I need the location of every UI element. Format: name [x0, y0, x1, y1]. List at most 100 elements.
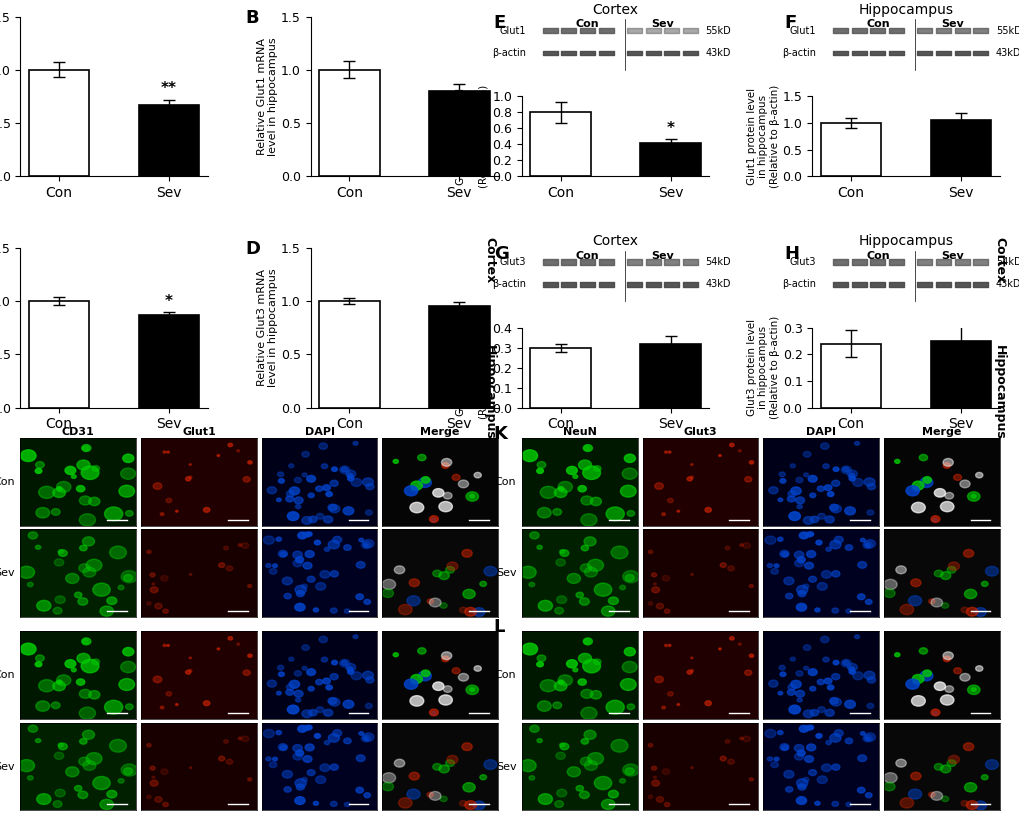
Circle shape [522, 450, 537, 461]
Circle shape [409, 579, 419, 586]
Circle shape [463, 590, 475, 599]
Circle shape [314, 540, 320, 545]
Circle shape [438, 695, 452, 705]
Circle shape [739, 543, 743, 547]
Circle shape [922, 476, 930, 483]
Circle shape [573, 668, 577, 672]
Circle shape [78, 564, 90, 572]
Circle shape [309, 710, 317, 716]
Title: Glut1: Glut1 [181, 428, 216, 437]
Circle shape [147, 743, 151, 747]
Circle shape [121, 764, 138, 776]
Circle shape [263, 536, 274, 544]
Bar [530, 347, 590, 408]
Circle shape [441, 463, 448, 468]
Circle shape [323, 710, 332, 716]
Circle shape [432, 489, 443, 497]
Text: K: K [492, 425, 506, 443]
Circle shape [83, 730, 95, 739]
Circle shape [469, 495, 474, 498]
Circle shape [228, 637, 232, 640]
Text: *: * [665, 122, 674, 136]
Circle shape [429, 709, 438, 716]
Circle shape [76, 485, 85, 492]
Text: 43kD: 43kD [995, 48, 1019, 58]
Circle shape [764, 729, 775, 738]
Circle shape [607, 791, 618, 798]
Title: DAPI: DAPI [805, 428, 836, 437]
Circle shape [847, 470, 857, 478]
Circle shape [803, 452, 810, 457]
Circle shape [189, 669, 192, 672]
Circle shape [984, 760, 998, 769]
Circle shape [473, 801, 484, 810]
Circle shape [566, 466, 577, 475]
Text: β-actin: β-actin [782, 280, 815, 289]
Y-axis label: Sev: Sev [495, 762, 516, 772]
Circle shape [804, 562, 813, 569]
Circle shape [307, 576, 315, 582]
Circle shape [557, 481, 572, 492]
Circle shape [37, 600, 51, 611]
Circle shape [922, 670, 930, 676]
Text: 43kD: 43kD [995, 280, 1019, 289]
Circle shape [661, 513, 664, 515]
Circle shape [248, 585, 252, 587]
Circle shape [331, 660, 337, 665]
Circle shape [278, 672, 284, 676]
Circle shape [941, 796, 948, 801]
Circle shape [959, 480, 969, 488]
Circle shape [780, 479, 785, 483]
Circle shape [537, 655, 545, 662]
Circle shape [538, 600, 552, 611]
Circle shape [559, 743, 565, 747]
Circle shape [83, 567, 96, 577]
Circle shape [651, 767, 656, 770]
Circle shape [53, 681, 65, 691]
Circle shape [931, 518, 936, 522]
Circle shape [777, 691, 782, 695]
Circle shape [817, 514, 824, 519]
Circle shape [153, 676, 162, 683]
Circle shape [833, 660, 839, 665]
Circle shape [320, 571, 329, 578]
Circle shape [863, 672, 874, 680]
Circle shape [328, 697, 336, 704]
Circle shape [610, 739, 628, 753]
Circle shape [55, 596, 65, 604]
Circle shape [842, 661, 848, 665]
Circle shape [864, 600, 871, 605]
Circle shape [345, 470, 356, 478]
Circle shape [303, 756, 312, 762]
Circle shape [822, 464, 828, 469]
Circle shape [863, 478, 874, 486]
Circle shape [857, 562, 866, 568]
Circle shape [429, 598, 440, 607]
Circle shape [382, 782, 393, 791]
Circle shape [556, 789, 567, 797]
Text: β-actin: β-actin [491, 280, 525, 289]
Circle shape [809, 516, 818, 523]
Circle shape [362, 478, 373, 486]
Circle shape [883, 782, 895, 791]
Circle shape [828, 504, 838, 511]
Circle shape [296, 698, 301, 702]
Circle shape [770, 762, 777, 767]
Circle shape [536, 662, 543, 667]
Circle shape [738, 450, 741, 452]
Circle shape [458, 673, 468, 681]
Circle shape [123, 767, 132, 775]
Circle shape [328, 540, 339, 549]
Circle shape [238, 737, 242, 739]
Circle shape [803, 517, 813, 524]
Circle shape [594, 777, 611, 790]
Circle shape [790, 681, 800, 688]
Circle shape [654, 483, 662, 490]
Circle shape [910, 772, 920, 780]
Circle shape [293, 691, 303, 697]
Circle shape [580, 564, 591, 572]
Circle shape [294, 779, 306, 787]
Title: Hippocampus: Hippocampus [858, 2, 953, 17]
Circle shape [445, 566, 454, 573]
Circle shape [776, 537, 783, 542]
